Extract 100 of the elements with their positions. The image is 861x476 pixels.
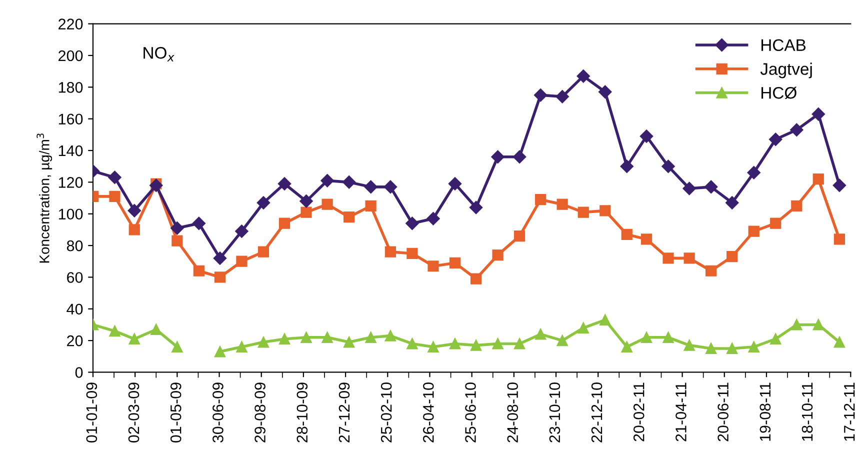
point [150,178,163,192]
point [600,205,611,216]
point [172,341,183,352]
point [684,252,695,264]
x-tick-label: 21-04-11 [676,382,686,442]
point [193,265,204,276]
point [448,177,462,190]
x-tick-label: 23-10-10 [549,382,560,442]
point [748,226,760,237]
point [128,224,140,236]
point [384,246,396,258]
x-tick-label: 22-12-10 [591,382,602,442]
point [344,336,355,348]
point [640,332,652,343]
point [812,107,825,121]
point [600,314,611,326]
point [469,200,483,214]
x-tick-label: 24-08-10 [507,382,518,442]
point [662,252,674,264]
x-tick-label: 20-06-11 [718,382,728,442]
point [426,212,440,226]
point [470,273,482,284]
y-tick-label: 180 [58,82,83,93]
x-tick-label: 02-03-09 [128,382,140,443]
point [449,338,461,350]
point [578,322,589,334]
point [812,173,824,185]
point [322,198,333,210]
annotation: NO$_{x}$ [144,46,174,62]
x-tick-label: 28-10-09 [296,382,308,442]
point [769,132,782,146]
point [492,249,504,261]
point [621,341,632,352]
point [704,180,718,194]
y-tick-label: 40 [66,304,83,315]
point [109,326,120,337]
point [556,90,569,104]
point [406,216,419,230]
point [790,123,804,136]
point [192,216,206,230]
y-tick-label: 140 [58,145,83,156]
point [214,346,226,358]
x-tick-label: 01-05-09 [170,382,182,443]
point [598,85,612,98]
point [236,341,248,352]
x-tick-label: 25-06-10 [465,382,476,442]
point [748,341,760,352]
point [706,265,717,276]
y-tick-label: 80 [66,240,83,252]
x-tick-label: 18-10-11 [802,382,813,441]
point [640,130,654,143]
x-tick-label: 30-06-09 [212,382,224,443]
point [214,272,226,283]
point [682,182,696,196]
point [365,332,376,343]
point [514,338,526,350]
point [791,319,802,330]
point [556,198,568,210]
point [109,190,120,202]
point [726,251,738,262]
point [342,176,356,189]
point [812,319,824,330]
point [662,332,674,343]
point [258,336,270,348]
y-tick-label: 60 [67,272,83,283]
point [834,336,845,348]
point [384,330,396,342]
point [428,341,439,352]
point [384,180,398,194]
point [578,206,589,218]
x-tick-label: 25-02-10 [380,382,392,442]
legend-label: HCØ [762,86,797,100]
point [128,204,141,218]
y-axis-title: Koncentration, µg/m$^{3}$ [36,134,52,263]
point [170,222,184,235]
point [747,166,760,180]
point [213,252,227,265]
point [108,170,122,184]
point [791,200,802,212]
point [491,150,504,164]
point [278,218,290,229]
x-tick-label: 01-01-09 [86,382,98,443]
point [535,194,546,206]
point [684,340,695,351]
point [449,257,461,269]
point [300,206,312,218]
point [726,196,739,210]
y-tick-label: 200 [58,50,83,62]
y-tick-label: 0 [75,367,83,378]
legend-label: HCAB [762,39,806,52]
point [514,230,526,242]
point [620,160,634,173]
point [236,256,248,267]
point [492,338,504,350]
point [428,260,439,272]
x-tick-label: 27-12-09 [338,382,350,442]
point [256,196,270,210]
point [534,88,548,102]
point [470,340,482,351]
point [535,328,546,340]
